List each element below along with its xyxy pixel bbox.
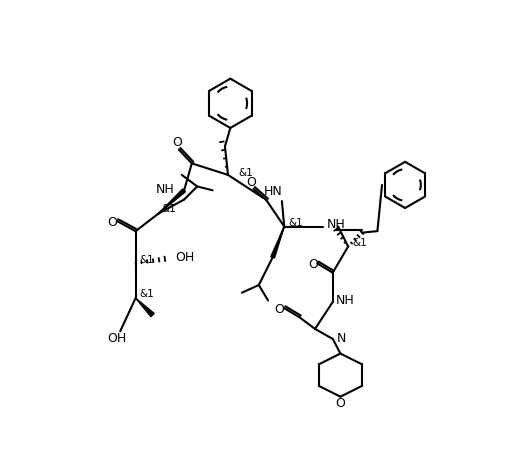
Text: NH: NH bbox=[327, 218, 345, 231]
Text: OH: OH bbox=[108, 332, 127, 345]
Text: NH: NH bbox=[156, 183, 175, 196]
Text: &1: &1 bbox=[352, 238, 367, 248]
Polygon shape bbox=[158, 189, 185, 213]
Polygon shape bbox=[136, 298, 154, 317]
Text: &1: &1 bbox=[140, 255, 154, 265]
Text: HN: HN bbox=[263, 185, 282, 198]
Text: &1: &1 bbox=[162, 204, 177, 214]
Text: O: O bbox=[172, 136, 182, 149]
Text: &1: &1 bbox=[288, 218, 303, 228]
Text: NH: NH bbox=[336, 294, 355, 307]
Text: &1: &1 bbox=[239, 168, 253, 178]
Text: N: N bbox=[337, 332, 346, 345]
Text: O: O bbox=[275, 303, 284, 316]
Polygon shape bbox=[271, 226, 284, 258]
Text: O: O bbox=[308, 258, 318, 271]
Text: &1: &1 bbox=[140, 289, 154, 299]
Text: OH: OH bbox=[176, 251, 195, 264]
Text: O: O bbox=[335, 397, 345, 410]
Text: O: O bbox=[246, 176, 256, 189]
Text: O: O bbox=[108, 216, 117, 229]
